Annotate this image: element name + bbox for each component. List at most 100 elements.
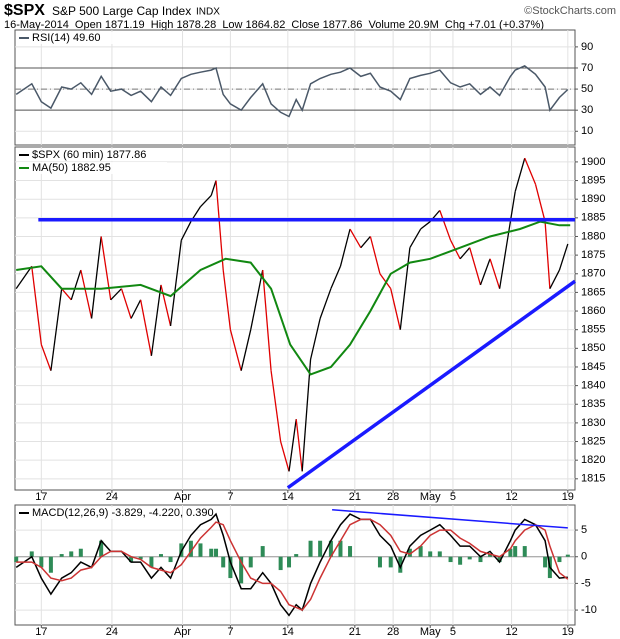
price-segment [309,318,321,360]
price-segment [210,180,217,196]
histogram-bar [428,551,433,557]
y-tick-label: 1840 [581,380,605,392]
price-segment [250,269,264,330]
legend-background [17,162,167,174]
histogram-bar [565,554,570,557]
histogram-bar [39,556,44,568]
price-segment [229,329,242,371]
x-tick-label: 5 [450,626,456,638]
price-segment [160,284,172,327]
price-segment [180,221,192,241]
x-tick-label: 19 [562,491,574,503]
x-tick-label: 24 [106,491,118,503]
price-segment [409,228,422,248]
price-segment [369,236,381,274]
price-segment [319,288,332,319]
x-tick-label: May [420,626,441,638]
price-segment [280,441,290,472]
x-tick-label: 21 [349,491,361,503]
series-line [16,518,569,612]
price-segment [439,210,452,241]
x-tick-label: 24 [106,626,118,638]
x-tick-label: 14 [282,491,294,503]
y-tick-label: 10 [581,125,593,137]
price-segment [459,247,471,260]
price-segment [40,344,52,371]
price-segment [549,269,561,289]
legend-label: $SPX (60 min) 1877.86 [32,149,146,161]
histogram-bar [418,546,423,557]
y-tick-label: -5 [581,577,591,589]
legend-background [17,32,167,44]
histogram-bar [508,548,513,557]
price-segment [80,269,93,319]
y-tick-label: 1845 [581,361,605,373]
x-tick-label: 5 [450,491,456,503]
x-tick-label: 12 [505,626,517,638]
histogram-bar [248,556,253,568]
histogram-bar [239,556,244,584]
histogram-bar [221,556,226,568]
x-tick-label: 7 [227,491,233,503]
y-tick-label: 0 [581,551,587,563]
x-tick-label: 19 [562,626,574,638]
symbol: $SPX [4,2,45,19]
y-tick-label: 90 [581,41,593,53]
histogram-bar [522,546,527,557]
histogram-bar [513,546,518,557]
price-segment [295,419,303,472]
y-tick-label: 1825 [581,435,605,447]
x-tick-label: 7 [227,626,233,638]
price-segment [70,269,82,301]
histogram-bar [99,540,104,557]
histogram-bar [348,546,353,557]
price-segment [379,273,392,290]
histogram-bar [557,556,562,563]
price-segment [215,180,224,271]
index-name: S&P 500 Large Cap Index [52,4,191,18]
x-tick-label: Apr [174,491,191,503]
y-tick-label: 1900 [581,156,605,168]
trendline [332,509,568,529]
price-segment [399,247,411,330]
histogram-bar [338,540,343,557]
y-tick-label: 50 [581,83,593,95]
y-tick-label: 1865 [581,286,605,298]
price-segment [130,299,142,319]
price-segment [360,236,371,249]
y-tick-label: 1820 [581,454,605,466]
y-tick-label: 30 [581,104,593,116]
price-segment [390,288,401,330]
histogram-bar [318,540,323,557]
histogram-bar [228,556,233,579]
histogram-bar [478,556,483,563]
price-segment [50,288,63,371]
y-tick-label: 1870 [581,268,605,280]
price-segment [469,247,482,286]
histogram-bar [407,548,412,557]
series-line [16,220,571,376]
price-segment [140,299,153,356]
histogram-bar [287,556,292,568]
price-segment [509,191,516,222]
series-line [15,65,569,118]
histogram-bar [214,548,219,557]
x-tick-label: Apr [174,626,191,638]
histogram-bar [543,556,548,568]
macd-panel [14,504,576,626]
price-segment [349,228,362,248]
y-tick-label: 1885 [581,212,605,224]
histogram-bar [188,540,193,557]
histogram-bar [437,551,442,557]
price-segment [534,184,546,222]
x-tick-label: 28 [387,491,399,503]
y-tick-label: 70 [581,62,593,74]
y-tick-label: -10 [581,604,597,616]
y-tick-label: 1835 [581,398,605,410]
price-segment [150,284,162,356]
price-segment [240,329,252,371]
price-segment [31,266,42,345]
price-segment [301,359,312,472]
